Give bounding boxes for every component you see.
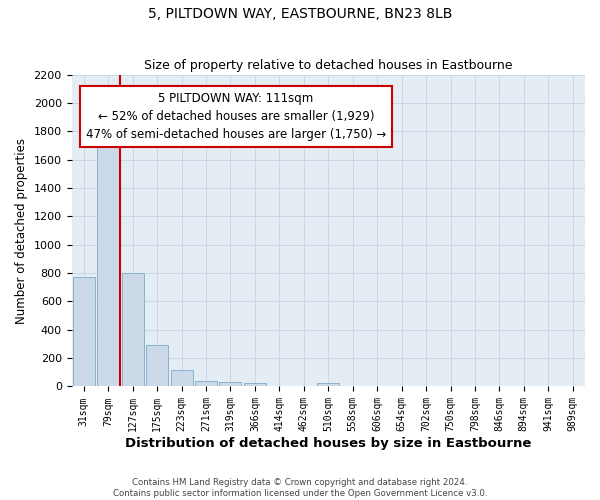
Bar (220, 382, 241, 386)
Title: Size of property relative to detached houses in Eastbourne: Size of property relative to detached ho… (144, 59, 512, 72)
Bar (195, 380, 217, 386)
Text: 5 PILTDOWN WAY: 111sqm
← 52% of detached houses are smaller (1,929)
47% of semi-: 5 PILTDOWN WAY: 111sqm ← 52% of detached… (86, 92, 386, 140)
Text: 5, PILTDOWN WAY, EASTBOURNE, BN23 8LB: 5, PILTDOWN WAY, EASTBOURNE, BN23 8LB (148, 8, 452, 22)
Bar (146, 344, 168, 387)
Bar (73, 278, 95, 386)
Bar (244, 384, 266, 386)
Bar (170, 370, 193, 386)
Text: Contains HM Land Registry data © Crown copyright and database right 2024.
Contai: Contains HM Land Registry data © Crown c… (113, 478, 487, 498)
Bar (97, 147, 119, 386)
Bar (317, 383, 339, 386)
Y-axis label: Number of detached properties: Number of detached properties (15, 138, 28, 324)
X-axis label: Distribution of detached houses by size in Eastbourne: Distribution of detached houses by size … (125, 437, 532, 450)
Bar (122, 273, 143, 386)
